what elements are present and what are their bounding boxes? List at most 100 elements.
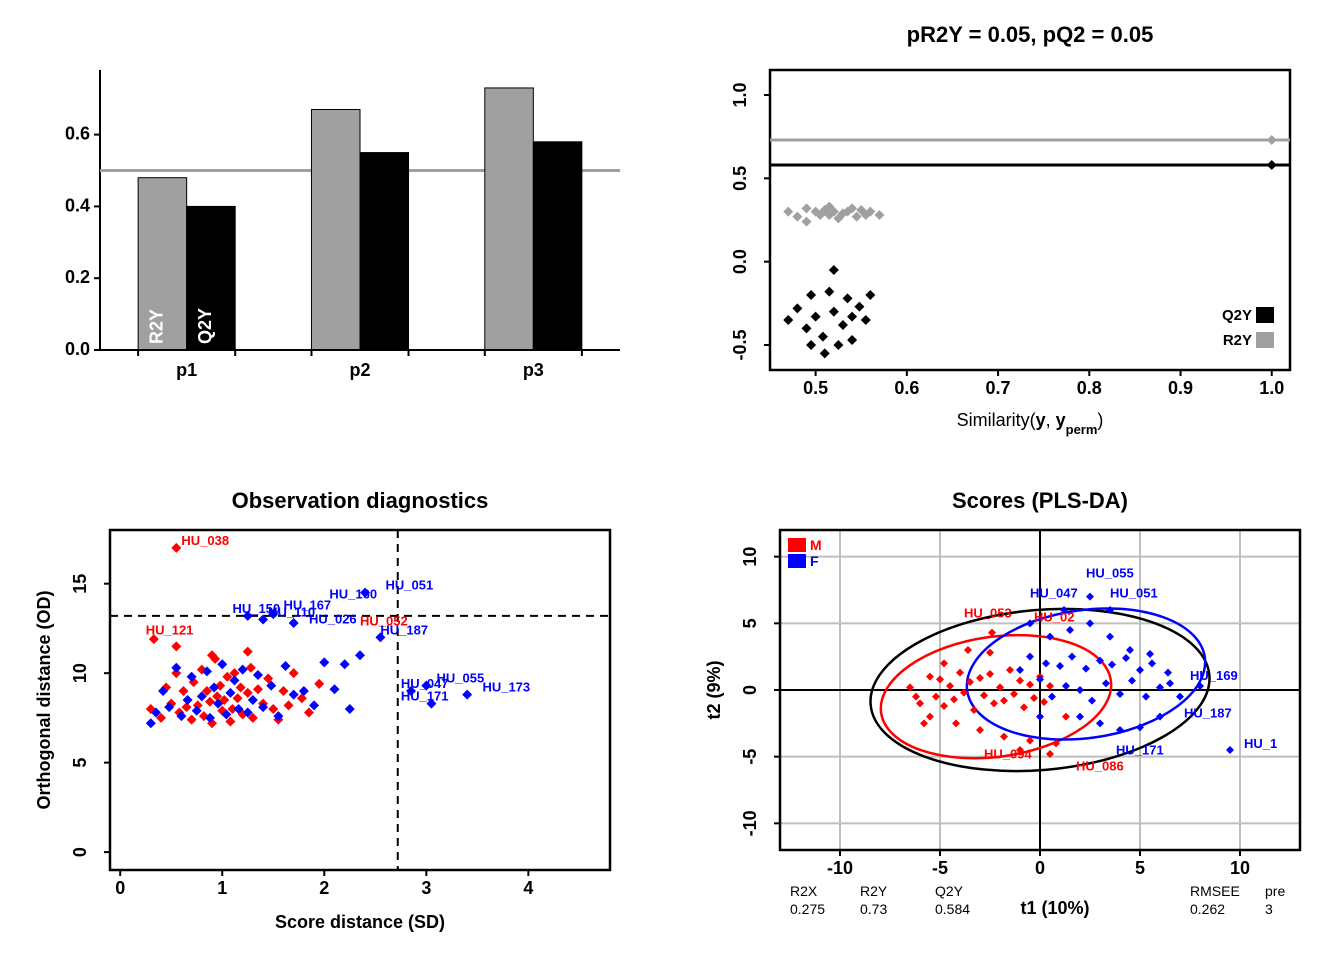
score-point-m [990,699,998,707]
point-q2y [1267,160,1277,170]
score-point-m [1010,690,1018,698]
score-point-f [1086,619,1094,627]
score-point-f [1036,713,1044,721]
stat-label: RMSEE [1190,883,1240,899]
point-f [355,650,365,660]
point-label: HU_187 [1184,705,1232,720]
yaxis-label: Orthogonal distance (OD) [34,590,54,809]
score-point-m [946,682,954,690]
ytick-label: 0.6 [65,124,90,144]
point-label: HU_051 [1110,585,1158,600]
ytick-label: 0.0 [65,339,90,359]
point-m [236,682,246,692]
ytick-label: -0.5 [730,329,750,360]
score-point-m [1046,682,1054,690]
yaxis-label: t2 (9%) [704,660,724,719]
point-q2y [783,315,793,325]
point-m [243,647,253,657]
point-m [178,686,188,696]
panel-permutation-scatter: pR2Y = 0.05, pQ2 = 0.050.50.60.70.80.91.… [700,20,1310,450]
bar-r2y [485,88,534,350]
score-point-m [926,713,934,721]
legend-q2y: Q2Y [1222,307,1252,324]
point-label: HU_169 [1190,668,1238,683]
score-point-f [1108,661,1116,669]
score-point-m [940,702,948,710]
xtick-label: p1 [176,360,197,380]
ytick-label: -5 [740,749,760,765]
ytick-label: 0.5 [730,166,750,191]
score-point-f [1066,626,1074,634]
point-f [146,718,156,728]
score-point-f [1148,659,1156,667]
point-label: HU_055 [437,671,485,686]
point-q2y [865,290,875,300]
xtick-label: 0 [1035,858,1045,878]
score-point-f [1088,697,1096,705]
ytick-label: 0 [740,685,760,695]
point-f [462,690,472,700]
point-label: HU_167 [283,597,331,612]
ytick-label: 5 [70,758,90,768]
point-m [205,697,215,707]
score-point-m [932,693,940,701]
bar-label: Q2Y [195,308,215,344]
point-q2y [801,323,811,333]
xtick-label: 2 [319,878,329,898]
point-label: HU_094 [984,747,1032,762]
score-point-f [1176,693,1184,701]
stat-label: pre [1265,883,1285,899]
stat-label: R2Y [860,883,888,899]
point-q2y [829,265,839,275]
stat-value: 0.584 [935,901,970,917]
panel-title: Scores (PLS-DA) [952,488,1128,513]
point-f [217,659,227,669]
point-m [246,663,256,673]
point-f [281,661,291,671]
point-m [289,668,299,678]
bar-r2y [311,109,360,350]
score-point-f [1146,650,1154,658]
stat-value: 0.275 [790,901,825,917]
score-point-f [1136,666,1144,674]
score-point-m [912,693,920,701]
score-point-m [1062,713,1070,721]
score-point-f [1046,633,1054,641]
score-point-f [1096,719,1104,727]
xtick-label: 1 [217,878,227,898]
stat-value: 3 [1265,901,1273,917]
score-point-m [976,674,984,682]
xtick-label: 3 [421,878,431,898]
xtick-label: 10 [1230,858,1250,878]
stat-label: R2X [790,883,818,899]
score-point-m [936,675,944,683]
legend-label-m: M [810,537,822,553]
ytick-label: 0.2 [65,267,90,287]
point-label: HU_1 [1244,736,1277,751]
score-point-m [1006,666,1014,674]
point-m [187,715,197,725]
point-f [289,618,299,628]
legend-r2y: R2Y [1223,332,1252,349]
score-point-m [964,646,972,654]
point-f [225,688,235,698]
score-point-f [1166,679,1174,687]
point-label: HU_086 [1076,759,1124,774]
point-m [171,641,181,651]
point-q2y [820,348,830,358]
point-label: HU_051 [386,578,434,593]
xtick-label: 0.8 [1077,378,1102,398]
score-point-f [1042,659,1050,667]
score-point-f [1226,746,1234,754]
panel-title: Observation diagnostics [232,488,489,513]
score-point-m [920,719,928,727]
legend-swatch-m [788,538,806,552]
point-f [309,700,319,710]
xaxis-label: Similarity(y, yperm) [957,410,1104,437]
ytick-label: 1.0 [730,82,750,107]
point-r2y [874,210,884,220]
point-m [171,543,181,553]
xtick-label: 5 [1135,858,1145,878]
panel-title: pR2Y = 0.05, pQ2 = 0.05 [907,22,1154,47]
point-label: HU_02 [1034,609,1074,624]
